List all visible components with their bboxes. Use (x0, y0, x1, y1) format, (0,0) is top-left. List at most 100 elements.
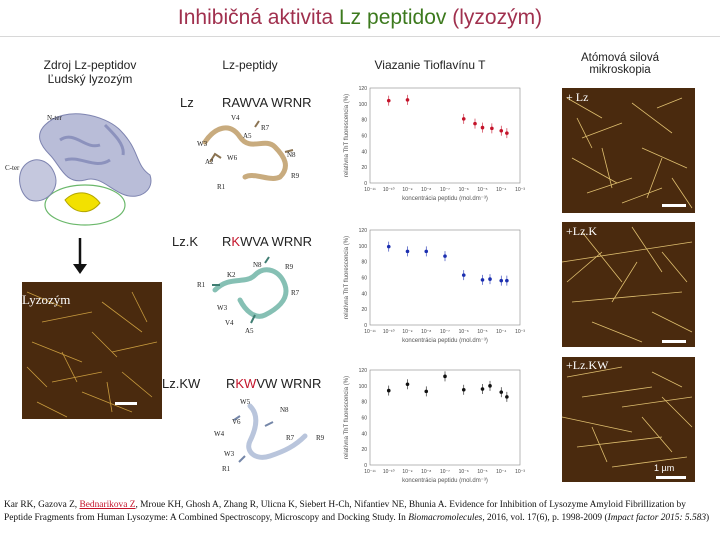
fibril-texture (26, 291, 158, 418)
x-tick-label: 10⁻⁹ (402, 469, 412, 475)
header-afm: Atómová silová mikroskopia (581, 52, 659, 76)
peptide-seq-lz: RAWVA WRNR (222, 95, 312, 110)
svg-text:A5: A5 (245, 327, 254, 335)
x-tick-label: 10⁻³ (515, 469, 525, 475)
x-tick-label: 10⁻⁶ (459, 329, 469, 335)
data-point (505, 278, 509, 283)
y-tick-label: 60 (361, 134, 367, 140)
y-tick-label: 60 (361, 276, 367, 282)
scale-bar (115, 402, 137, 405)
y-axis-label: relatívna ThT fluorescencia (%) (344, 236, 350, 319)
data-point (443, 254, 447, 258)
data-point (405, 249, 410, 254)
lysozyme-afm-image (22, 282, 162, 419)
plot-frame (369, 229, 521, 326)
header-thioflavin: Viazanie Tioflavínu T (374, 58, 486, 72)
x-tick-label: 10⁻³ (515, 187, 525, 193)
svg-text:W5: W5 (240, 398, 251, 406)
x-tick-label: 10⁻⁵ (477, 329, 487, 335)
peptide-name-lzk: Lz.K (172, 234, 199, 249)
x-tick-label: 10⁻⁴ (496, 329, 506, 335)
x-tick-label: 10⁻⁵ (477, 469, 487, 475)
y-tick-label: 60 (361, 416, 367, 422)
peptide-structure-lzkw: W5 N8 W4 W3 R7 R9 V6 R1 (214, 398, 325, 473)
afm-image-lzkw (562, 357, 695, 482)
y-tick-label: 0 (364, 181, 367, 187)
y-tick-label: 0 (364, 323, 367, 329)
y-tick-label: 40 (361, 149, 367, 155)
y-tick-label: 40 (361, 431, 367, 437)
svg-text:A5: A5 (243, 132, 252, 140)
svg-text:W4: W4 (214, 430, 225, 438)
x-tick-label: 10⁻⁶ (459, 187, 469, 193)
scale-bar-lzkw (656, 476, 686, 479)
x-tick-label: 10⁻¹¹ (364, 469, 376, 475)
scale-bar-lzk (662, 340, 686, 343)
data-point (461, 387, 466, 392)
y-tick-label: 0 (364, 463, 367, 469)
y-tick-label: 80 (361, 260, 367, 266)
data-point (424, 249, 429, 254)
svg-text:N8: N8 (280, 406, 289, 414)
header-source: Zdroj Lz-peptidov Ľudský lyzozým (43, 58, 137, 86)
page-title: Inhibičná aktivita Lz peptidov (lyzozým) (177, 6, 543, 29)
x-tick-label: 10⁻⁷ (440, 469, 450, 475)
x-tick-label: 10⁻⁹ (402, 329, 412, 335)
x-tick-label: 10⁻¹¹ (364, 329, 376, 335)
data-point (480, 125, 485, 130)
header-peptides: Lz-peptidy (222, 58, 278, 72)
data-point (461, 117, 466, 121)
x-tick-label: 10⁻⁹ (402, 187, 412, 193)
peptide-structure-lzk: N8 R9 K2 R1 W3 R7 V4 A5 (197, 256, 300, 335)
svg-text:R1: R1 (197, 281, 206, 289)
svg-text:W3: W3 (217, 304, 228, 312)
x-tick-label: 10⁻⁸ (421, 329, 431, 335)
x-tick-label: 10⁻³ (515, 329, 525, 335)
y-axis-label: relatívna ThT fluorescencia (%) (344, 376, 350, 459)
y-tick-label: 20 (361, 165, 367, 171)
svg-text:A2: A2 (205, 158, 214, 166)
x-axis-label: koncentrácia peptidu (mol.dm⁻³) (402, 338, 488, 344)
y-tick-label: 120 (359, 228, 368, 234)
y-tick-label: 80 (361, 400, 367, 406)
afm-image-lzk (562, 222, 695, 347)
x-tick-label: 10⁻⁷ (440, 329, 450, 335)
tht-chart-lzkw: 0 20 40 60 80 100 120 10⁻¹¹ 10⁻¹⁰ 10⁻⁹ 10⁻⁸ 10⁻⁷ 10⁻… (344, 368, 525, 484)
x-tick-label: 10⁻¹⁰ (383, 329, 395, 335)
svg-text:W3: W3 (224, 450, 235, 458)
data-point (480, 278, 485, 282)
afm-label-lzk: +Lz.K (566, 224, 598, 238)
data-point (505, 131, 509, 135)
data-point (443, 374, 447, 379)
x-tick-label: 10⁻⁴ (496, 469, 506, 475)
data-point (405, 382, 410, 387)
x-tick-label: 10⁻⁸ (421, 187, 431, 193)
peptide-seq-lzkw: RKWVW WRNR (226, 376, 322, 391)
x-tick-label: 10⁻¹¹ (364, 187, 376, 193)
afm-image-lz (562, 88, 695, 213)
data-point (499, 128, 504, 133)
afm-label-lzkw: +Lz.KW (566, 358, 609, 372)
y-tick-label: 100 (359, 102, 368, 108)
plot-frame (369, 87, 521, 184)
svg-text:R7: R7 (261, 124, 270, 132)
c-ter-label: C-ter (5, 164, 20, 172)
data-point (405, 98, 410, 102)
peptide-structure-lz: V4 R7 W3 A5 A2 W6 N8 R1 R9 (197, 114, 300, 191)
x-tick-label: 10⁻¹⁰ (383, 187, 395, 193)
svg-text:V4: V4 (225, 319, 234, 327)
peptide-seq-lzk: RKWVA WRNR (222, 234, 313, 249)
svg-text:R9: R9 (285, 263, 294, 271)
svg-text:R9: R9 (291, 172, 300, 180)
y-tick-label: 100 (359, 384, 368, 390)
svg-text:R1: R1 (217, 183, 226, 191)
svg-text:R7: R7 (291, 289, 300, 297)
svg-text:R9: R9 (316, 434, 325, 442)
data-point (505, 395, 509, 399)
x-axis-label: koncentrácia peptidu (mol.dm⁻³) (402, 196, 488, 202)
title-divider (0, 36, 720, 37)
x-tick-label: 10⁻⁶ (459, 469, 469, 475)
data-point (488, 384, 492, 388)
x-tick-label: 10⁻⁸ (421, 469, 431, 475)
x-tick-label: 10⁻⁴ (496, 187, 506, 193)
